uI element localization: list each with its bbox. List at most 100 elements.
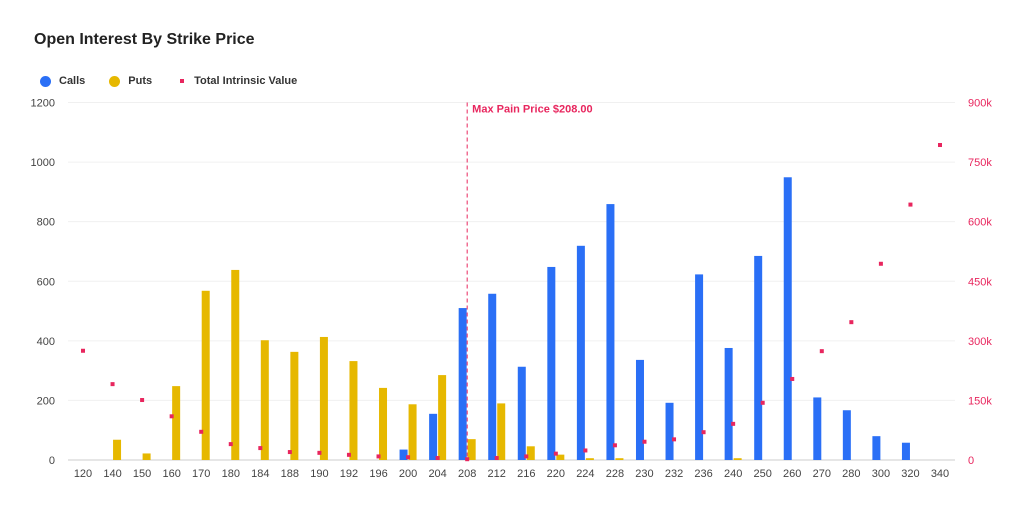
calls-bar	[488, 293, 497, 460]
intrinsic-value-point	[287, 450, 292, 455]
right-axis-tick: 300k	[968, 336, 992, 348]
legend: Calls Puts Total Intrinsic Value	[40, 75, 321, 87]
legend-item-intrinsic[interactable]: Total Intrinsic Value	[176, 75, 297, 87]
x-axis-tick: 340	[931, 468, 949, 480]
puts-bar	[585, 458, 594, 460]
x-axis-tick: 212	[488, 468, 506, 480]
x-axis-tick: 232	[665, 468, 683, 480]
calls-bar	[783, 177, 792, 460]
x-axis-tick: 240	[724, 468, 742, 480]
intrinsic-value-point	[878, 261, 883, 266]
intrinsic-value-point	[672, 437, 677, 442]
x-axis-tick: 230	[635, 468, 653, 480]
intrinsic-value-point	[849, 320, 854, 325]
intrinsic-value-point	[376, 454, 381, 459]
x-axis-tick: 192	[340, 468, 358, 480]
puts-bar	[526, 446, 535, 460]
legend-label: Puts	[128, 75, 153, 87]
calls-bar	[458, 308, 467, 460]
x-axis-tick: 280	[842, 468, 860, 480]
x-axis-tick: 190	[310, 468, 328, 480]
intrinsic-swatch	[180, 79, 185, 83]
puts-bar	[142, 453, 151, 460]
left-axis-tick: 400	[37, 336, 55, 348]
puts-bar	[467, 439, 476, 460]
left-axis-tick: 1000	[31, 157, 55, 169]
x-axis-tick: 228	[606, 468, 624, 480]
puts-bar	[733, 458, 742, 460]
legend-label: Calls	[59, 75, 86, 87]
intrinsic-value-point	[258, 446, 263, 451]
left-axis-tick: 1200	[31, 98, 55, 110]
intrinsic-value-point	[553, 451, 558, 456]
puts-bar	[172, 386, 181, 460]
legend-item-calls[interactable]: Calls	[40, 75, 85, 87]
left-axis-tick: 200	[37, 395, 55, 407]
right-axis-tick: 750k	[968, 157, 992, 169]
puts-bar	[231, 269, 240, 460]
x-axis-tick: 236	[694, 468, 712, 480]
calls-bar	[813, 397, 822, 460]
intrinsic-value-point	[199, 429, 204, 434]
x-axis-tick: 200	[399, 468, 417, 480]
intrinsic-value-point	[169, 414, 174, 419]
right-axis-tick: 150k	[968, 395, 992, 407]
puts-swatch	[109, 75, 121, 87]
x-axis-tick: 270	[813, 468, 831, 480]
calls-bar	[635, 359, 644, 460]
calls-bar	[665, 402, 674, 460]
legend-label: Total Intrinsic Value	[194, 75, 298, 87]
intrinsic-value-point	[760, 400, 765, 405]
x-axis-tick: 188	[281, 468, 299, 480]
intrinsic-value-point	[938, 143, 942, 148]
puts-bar	[349, 361, 358, 460]
puts-bar	[497, 403, 506, 460]
puts-bar	[113, 439, 122, 460]
x-axis-tick: 160	[162, 468, 180, 480]
x-axis-tick: 208	[458, 468, 476, 480]
puts-bar	[260, 340, 269, 460]
x-axis-tick: 120	[74, 468, 92, 480]
intrinsic-value-point	[701, 430, 706, 435]
x-axis-tick: 320	[901, 468, 919, 480]
puts-bar	[290, 351, 299, 460]
intrinsic-value-point	[110, 382, 115, 387]
x-axis-tick: 140	[103, 468, 121, 480]
intrinsic-value-point	[612, 443, 617, 448]
calls-bar	[754, 255, 763, 460]
legend-item-puts[interactable]: Puts	[109, 75, 152, 87]
intrinsic-value-point	[583, 448, 588, 453]
right-axis-tick: 900k	[968, 98, 992, 110]
x-axis-tick: 170	[192, 468, 210, 480]
calls-bar	[842, 410, 851, 460]
intrinsic-value-point	[908, 202, 913, 207]
x-axis-tick: 220	[547, 468, 565, 480]
intrinsic-value-point	[81, 348, 85, 353]
intrinsic-value-point	[524, 454, 529, 459]
intrinsic-value-point	[494, 456, 499, 461]
x-axis-tick: 150	[133, 468, 151, 480]
x-axis-tick: 184	[251, 468, 269, 480]
calls-bar	[724, 347, 733, 460]
calls-swatch	[40, 75, 51, 87]
calls-bar	[901, 442, 910, 460]
right-axis-tick: 450k	[968, 276, 992, 288]
intrinsic-value-point	[790, 376, 795, 381]
x-axis-tick: 204	[428, 468, 446, 480]
x-axis-tick: 180	[222, 468, 240, 480]
intrinsic-value-point	[731, 421, 736, 426]
calls-bar	[429, 413, 438, 460]
x-axis-tick: 260	[783, 468, 801, 480]
x-axis-tick: 224	[576, 468, 594, 480]
chart-title: Open Interest By Strike Price	[34, 31, 255, 48]
intrinsic-value-point	[465, 457, 470, 462]
x-axis-tick: 196	[369, 468, 387, 480]
x-axis-tick: 216	[517, 468, 535, 480]
x-axis-tick: 300	[872, 468, 890, 480]
puts-bar	[379, 387, 388, 460]
right-axis-tick: 0	[968, 455, 974, 467]
intrinsic-value-point	[317, 450, 322, 455]
left-axis-tick: 0	[49, 455, 55, 467]
intrinsic-value-point	[435, 456, 440, 461]
